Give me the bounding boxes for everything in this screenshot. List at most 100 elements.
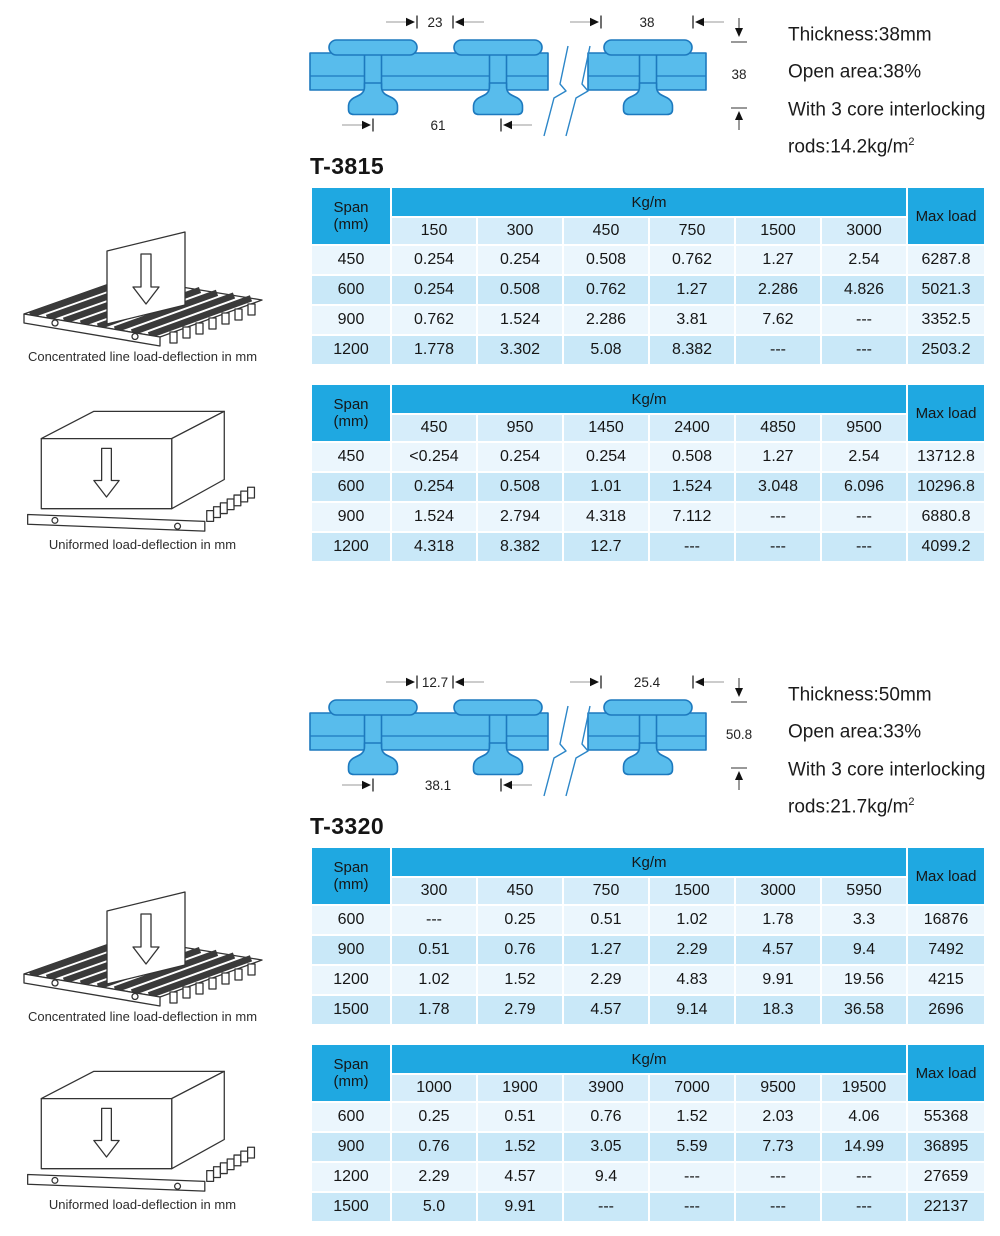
deflection-cell: 1.27 (736, 246, 820, 274)
deflection-cell: 7.62 (736, 306, 820, 334)
table-subheader-row: 450 950 1450 2400 4850 9500 (312, 415, 984, 441)
deflection-cell: --- (650, 1193, 734, 1221)
max-load-cell: 2503.2 (908, 336, 984, 364)
deflection-cell: 2.794 (478, 503, 562, 531)
deflection-cell: 2.79 (478, 996, 562, 1024)
deflection-cell: 9.14 (650, 996, 734, 1024)
deflection-cell: --- (736, 503, 820, 531)
kgm-header-cell: Kg/m (392, 1045, 906, 1073)
deflection-cell: 18.3 (736, 996, 820, 1024)
load-column-header: 450 (564, 218, 648, 244)
deflection-cell: 0.508 (564, 246, 648, 274)
span-header-cell: Span (mm) (312, 848, 390, 904)
deflection-cell: 4.57 (564, 996, 648, 1024)
span-cell: 600 (312, 473, 390, 501)
load-column-header: 750 (564, 878, 648, 904)
deflection-cell: 0.254 (392, 473, 476, 501)
concentrated-load-table-wrapper: Span (mm) Kg/m Max load 300 450 750 1500 3000 59… (310, 846, 986, 1026)
max-load-cell: 27659 (908, 1163, 984, 1191)
deflection-cell: --- (736, 336, 820, 364)
table-row: 900 0.51 0.76 1.27 2.29 4.57 9.4 7492 (312, 936, 984, 964)
deflection-cell: --- (392, 906, 476, 934)
max-load-cell: 13712.8 (908, 443, 984, 471)
kgm-header-cell: Kg/m (392, 385, 906, 413)
max-load-header-cell: Max load (908, 188, 984, 244)
deflection-cell: 4.57 (478, 1163, 562, 1191)
kgm-header-cell: Kg/m (392, 848, 906, 876)
spec-line: rods:14.2kg/m2 (788, 135, 915, 158)
spec-line: Open area:38% (788, 61, 922, 83)
deflection-cell: 2.286 (564, 306, 648, 334)
dimension-pitch-bottom: 38.1 (425, 778, 451, 793)
deflection-cell: 1.52 (478, 966, 562, 994)
deflection-cell: 0.762 (564, 276, 648, 304)
span-cell: 1500 (312, 1193, 390, 1221)
table-row: 600 --- 0.25 0.51 1.02 1.78 3.3 16876 (312, 906, 984, 934)
uniform-load-table-wrapper: Span (mm) Kg/m Max load 1000 1900 3900 7000 950… (310, 1043, 986, 1223)
max-load-cell: 7492 (908, 936, 984, 964)
table-row: 1500 5.0 9.91 --- --- --- --- 22137 (312, 1193, 984, 1221)
deflection-cell: 0.76 (478, 936, 562, 964)
concentrated-load-table-wrapper: Span (mm) Kg/m Max load 150 300 450 750 1500 300… (310, 186, 986, 366)
span-cell: 600 (312, 276, 390, 304)
table-row: 1500 1.78 2.79 4.57 9.14 18.3 36.58 2696 (312, 996, 984, 1024)
max-load-cell: 6287.8 (908, 246, 984, 274)
deflection-cell: 5.59 (650, 1133, 734, 1161)
table-row: 450 0.254 0.254 0.508 0.762 1.27 2.54 6287.8 (312, 246, 984, 274)
concentrated-load-illustration (10, 196, 275, 346)
dimension-pitch-large: 25.4 (634, 675, 661, 690)
uniform-load-table-wrapper: Span (mm) Kg/m Max load 450 950 1450 2400 4850 9… (310, 383, 986, 563)
load-column-header: 450 (478, 878, 562, 904)
max-load-cell: 10296.8 (908, 473, 984, 501)
uniform-load-table: Span (mm) Kg/m Max load 1000 1900 3900 7000 950… (310, 1043, 986, 1223)
deflection-cell: 0.254 (478, 246, 562, 274)
deflection-cell: 5.08 (564, 336, 648, 364)
max-load-header-cell: Max load (908, 385, 984, 441)
deflection-cell: --- (736, 1163, 820, 1191)
deflection-cell: 0.254 (392, 246, 476, 274)
deflection-cell: 1.778 (392, 336, 476, 364)
load-column-header: 3000 (822, 218, 906, 244)
deflection-cell: 0.254 (478, 443, 562, 471)
product-section: 23 38 61 38 Thickness:38mm Open area:38%… (0, 14, 986, 563)
deflection-cell: --- (564, 1193, 648, 1221)
deflection-cell: 12.7 (564, 533, 648, 561)
grating-cross-section (309, 699, 707, 797)
spec-line: rods:21.7kg/m2 (788, 795, 915, 818)
deflection-cell: --- (822, 1163, 906, 1191)
load-column-header: 7000 (650, 1075, 734, 1101)
max-load-header-cell: Max load (908, 1045, 984, 1101)
span-cell: 1200 (312, 336, 390, 364)
load-column-header: 1500 (736, 218, 820, 244)
deflection-cell: 3.81 (650, 306, 734, 334)
deflection-cell: --- (822, 1193, 906, 1221)
deflection-cell: 3.302 (478, 336, 562, 364)
deflection-cell: 0.508 (650, 443, 734, 471)
span-cell: 900 (312, 306, 390, 334)
deflection-cell: 36.58 (822, 996, 906, 1024)
deflection-cell: 8.382 (650, 336, 734, 364)
deflection-cell: --- (822, 306, 906, 334)
table-header-row: Span (mm) Kg/m Max load (312, 385, 984, 441)
deflection-cell: 4.83 (650, 966, 734, 994)
deflection-cell: 0.25 (392, 1103, 476, 1131)
span-cell: 1200 (312, 966, 390, 994)
table-row: 1200 4.318 8.382 12.7 --- --- --- 4099.2 (312, 533, 984, 561)
deflection-cell: 1.78 (392, 996, 476, 1024)
span-cell: 1200 (312, 533, 390, 561)
max-load-cell: 6880.8 (908, 503, 984, 531)
deflection-cell: 0.508 (478, 473, 562, 501)
deflection-cell: 2.29 (564, 966, 648, 994)
spec-text-block: Thickness:50mm Open area:33% With 3 core… (788, 674, 985, 823)
max-load-cell: 16876 (908, 906, 984, 934)
table-row: 900 1.524 2.794 4.318 7.112 --- --- 6880.8 (312, 503, 984, 531)
max-load-cell: 2696 (908, 996, 984, 1024)
deflection-cell: <0.254 (392, 443, 476, 471)
deflection-cell: --- (736, 1193, 820, 1221)
deflection-cell: 1.52 (478, 1133, 562, 1161)
span-cell: 600 (312, 1103, 390, 1131)
model-title: T-3815 (310, 153, 385, 179)
concentrated-load-table: Span (mm) Kg/m Max load 300 450 750 1500 3000 59… (310, 846, 986, 1026)
max-load-cell: 36895 (908, 1133, 984, 1161)
